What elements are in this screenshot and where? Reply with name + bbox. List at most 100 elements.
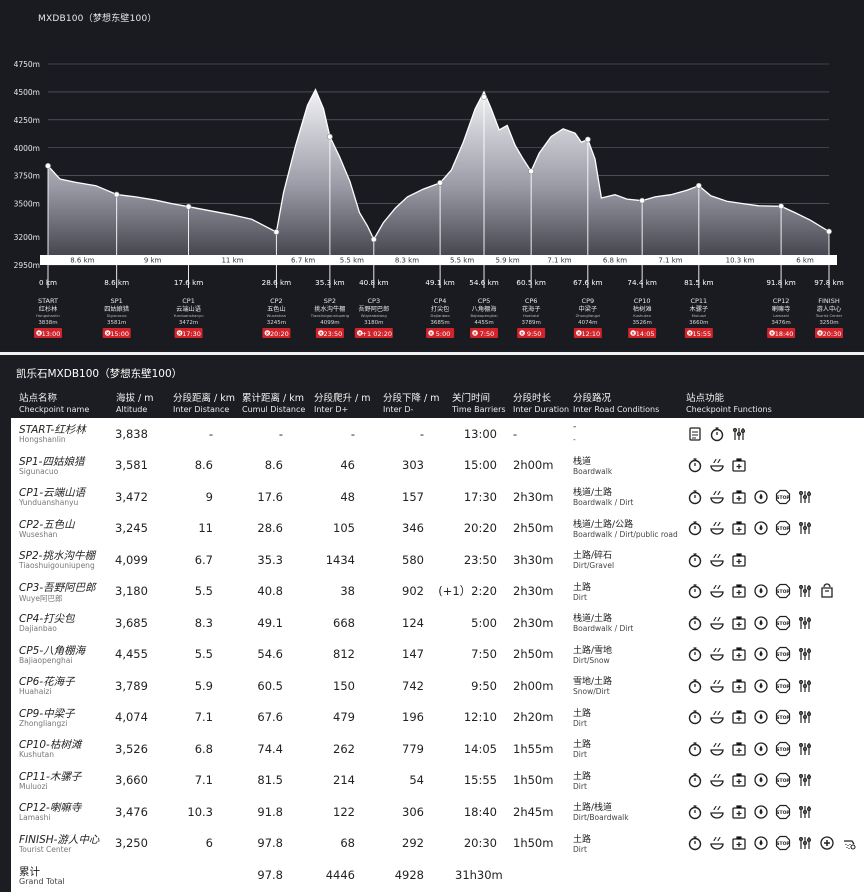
inter-dminus-cell: 157 — [402, 489, 424, 504]
checkpoint-name-zh: CP6-花海子 — [19, 676, 75, 688]
inter-dplus-cell: - — [350, 426, 355, 441]
cutoff-time: 7:50 — [480, 330, 495, 338]
cumul-distance-cell: 28.6 — [257, 521, 283, 536]
cumul-distance-cell: 54.6 — [257, 647, 283, 662]
road-condition-en: - — [573, 435, 576, 444]
cutoff-badge — [262, 328, 291, 338]
cutoff-time: 20:30 — [823, 330, 842, 338]
inter-dminus-cell: 346 — [402, 521, 424, 536]
food-icon — [710, 490, 724, 504]
checkpoint-name-zh: SP2-挑水沟牛棚 — [19, 550, 95, 562]
elevation-line — [47, 88, 830, 241]
road-condition-zh: 土路/碎石 — [573, 551, 613, 561]
segment-distance-label: 6.8 km — [603, 257, 627, 265]
inter-distance-cell: 5.5 — [194, 584, 213, 599]
checkpoint-km-label: 35.3 km — [315, 278, 344, 287]
stop-icon: STOP — [775, 710, 790, 725]
checkpoint-altitude: 3250m — [819, 320, 838, 326]
inter-duration-cell: 3h30m — [513, 552, 554, 567]
inter-distance-cell: 7.1 — [194, 710, 213, 725]
cutoff-x-glyph: × — [37, 331, 41, 337]
svg-text:STOP: STOP — [776, 684, 790, 690]
column-header-en: Inter D+ — [314, 405, 349, 414]
checkpoint-name-en: Sigunacuo — [19, 466, 59, 476]
medical-icon — [820, 836, 834, 850]
checkpoint-functions — [687, 552, 747, 568]
checkpoint-name-en: Kushutan — [19, 750, 55, 759]
inter-dminus-cell: 292 — [402, 836, 424, 851]
firstaid-icon — [732, 836, 746, 850]
cutoff-x-icon — [318, 330, 324, 336]
cutoff-time: 17:30 — [182, 330, 201, 338]
stopwatch-icon — [688, 458, 702, 473]
checkpoint-name-zh: CP11-木骡子 — [19, 770, 82, 783]
cutoff-x-icon — [428, 330, 434, 336]
altitude-cell: 3,581 — [115, 458, 148, 473]
stopwatch-icon — [688, 616, 702, 630]
checkpoint-dot — [584, 136, 591, 143]
checkpoint-name-en: Dajianbao — [19, 624, 57, 633]
checkpoint-altitude: 3526m — [632, 320, 651, 326]
checkpoint-name: 四姑娘猎 — [104, 305, 129, 313]
refill-icon — [754, 647, 768, 661]
checkpoint-pinyin: Kushutan — [633, 313, 651, 318]
road-condition-zh: 土路 — [573, 708, 592, 719]
road-condition-en: Dirt — [573, 750, 587, 759]
cutoff-badge — [174, 328, 203, 338]
checkpoint-name-zh: CP5-八角棚海 — [19, 644, 86, 657]
road-condition-en: Boardwalk / Dirt — [573, 624, 634, 633]
road-condition-zh: 土路 — [573, 582, 592, 593]
cumul-distance-cell: 67.6 — [257, 710, 283, 725]
checkpoint-name: 中梁子 — [579, 305, 598, 313]
checkpoint-table-section: 凯乐石MXDB100（梦想东壁100） 站点名称 Checkpoint name 海… — [0, 358, 864, 892]
checkpoint-name-zh: CP10-枯树滩 — [19, 739, 82, 751]
cutoff-badge — [426, 328, 455, 338]
checkpoint-functions: STOP — [687, 678, 813, 694]
road-condition-zh: - — [573, 422, 577, 432]
column-header-zh: 分段爬升 / m — [314, 393, 371, 404]
checkpoint-altitude: 3685m — [430, 320, 449, 326]
stop-icon: STOP — [775, 741, 790, 756]
poles-icon — [799, 837, 811, 850]
checkpoint-code: CP2 — [270, 297, 283, 305]
altitude-cell: 3,476 — [115, 804, 148, 819]
firstaid-icon — [732, 553, 746, 567]
svg-text:STOP: STOP — [776, 526, 790, 532]
stopwatch-icon — [688, 490, 702, 504]
inter-dplus-cell: 38 — [340, 584, 355, 599]
stopwatch-icon — [688, 679, 702, 693]
checkpoint-name-en: Tiaoshuigouniupeng — [19, 561, 95, 570]
column-header-zh: 分段路况 — [573, 393, 612, 404]
cutoff-x-glyph: × — [631, 331, 635, 337]
time-barrier-cell: 13:00 — [463, 426, 497, 441]
checkpoint-name-en: Bajiaopenghai — [19, 655, 73, 665]
inter-dplus-cell: 668 — [333, 615, 355, 630]
y-tick-label: 3200m — [14, 233, 40, 242]
poles-icon — [799, 648, 811, 661]
food-icon — [710, 553, 724, 567]
firstaid-icon — [732, 584, 746, 598]
checkpoint-dot — [528, 168, 535, 175]
checkpoint-name-en: Wuye阿巴郎 — [19, 593, 63, 603]
cutoff-x-glyph: × — [358, 331, 362, 337]
cutoff-x-glyph: × — [688, 331, 692, 337]
column-header: 站点名称 Checkpoint name — [19, 393, 89, 415]
checkpoint-name: 吾野阿巴郎 — [358, 305, 389, 313]
cutoff-x-icon — [472, 330, 478, 336]
inter-distance-cell: 5.5 — [194, 647, 213, 662]
svg-text:STOP: STOP — [776, 495, 790, 501]
food-icon — [710, 711, 724, 724]
inter-duration-cell: 2h30m — [513, 615, 554, 630]
column-header-en: Time Barriers — [452, 405, 506, 414]
inter-distance-cell: 11 — [198, 521, 213, 536]
road-condition-zh: 栈道/土路 — [573, 614, 613, 624]
cutoff-x-icon — [264, 330, 271, 336]
food-icon — [710, 522, 724, 535]
inter-duration-cell: 2h30m — [513, 489, 554, 504]
road-condition-en: Dirt — [573, 592, 587, 602]
time-barrier-cell: 7:50 — [471, 647, 497, 662]
checkpoint-km-label: 0 km — [39, 278, 57, 287]
segment-distance-label: 9 km — [144, 257, 162, 265]
refill-icon — [754, 521, 768, 535]
time-barrier-cell: 5:00 — [471, 615, 497, 630]
